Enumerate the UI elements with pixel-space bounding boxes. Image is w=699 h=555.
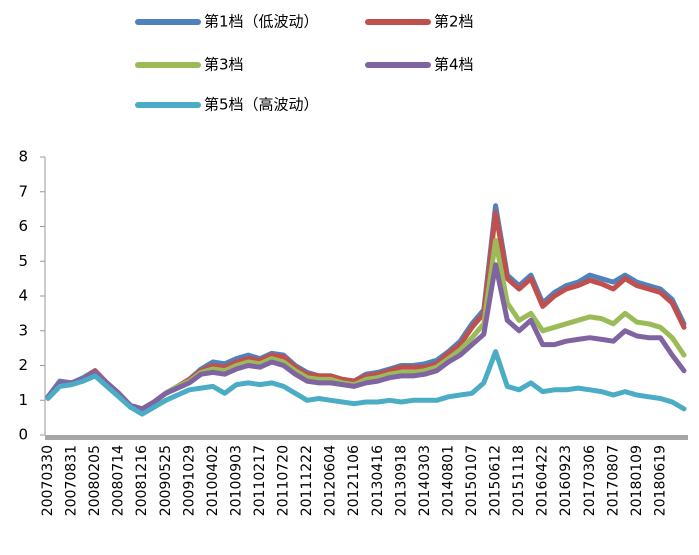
x-tick-label: 20110720 xyxy=(276,445,292,516)
x-tick-label: 20130918 xyxy=(393,445,409,516)
x-tick-label: 20100402 xyxy=(205,445,221,516)
x-tick-label: 20070330 xyxy=(40,445,56,516)
series-line xyxy=(45,349,687,417)
x-tick-label: 20170807 xyxy=(605,445,621,516)
x-tick-label: 20070831 xyxy=(64,445,80,516)
y-tick-label: 8 xyxy=(18,148,28,166)
x-tick-label: 20170306 xyxy=(582,445,598,516)
x-tick-label: 20150612 xyxy=(488,445,504,516)
x-tick-label: 20091029 xyxy=(181,445,197,516)
x-tick-label: 20151118 xyxy=(511,445,527,516)
x-tick-label: 20100903 xyxy=(228,445,244,516)
y-tick-label: 5 xyxy=(18,252,28,270)
x-tick-label: 20180109 xyxy=(629,445,645,516)
x-tick-label: 20110217 xyxy=(252,445,268,516)
x-tick-label: 20140303 xyxy=(417,445,433,516)
y-tick-label: 2 xyxy=(18,356,28,374)
x-tick-label: 20160923 xyxy=(558,445,574,516)
x-tick-label: 20130416 xyxy=(370,445,386,516)
y-tick-label: 4 xyxy=(18,287,28,305)
legend-label: 第2档 xyxy=(434,13,474,31)
legend-label: 第5档（高波动） xyxy=(204,96,319,114)
legend-label: 第3档 xyxy=(204,56,244,74)
legend-label: 第4档 xyxy=(434,56,474,74)
x-tick-label: 20121106 xyxy=(346,445,362,516)
y-tick-label: 0 xyxy=(18,426,28,444)
x-axis xyxy=(45,435,688,440)
legend-label: 第1档（低波动） xyxy=(204,13,319,31)
x-tick-label: 20140801 xyxy=(440,445,456,516)
x-tick-label: 20180619 xyxy=(652,445,668,516)
x-tick-label: 20090525 xyxy=(158,445,174,516)
x-tick-label: 20080714 xyxy=(111,445,127,516)
y-tick-label: 7 xyxy=(18,182,28,200)
x-tick-label: 20080205 xyxy=(87,445,103,516)
x-tick-label: 20160422 xyxy=(535,445,551,516)
x-tick-label: 20150107 xyxy=(464,445,480,516)
series-line xyxy=(45,262,687,412)
y-tick-label: 1 xyxy=(18,391,28,409)
x-tick-label: 20120604 xyxy=(323,445,339,516)
y-tick-label: 6 xyxy=(18,217,28,235)
x-tick-label: 20111222 xyxy=(299,445,315,516)
x-tick-label: 20081216 xyxy=(134,445,150,516)
y-tick-label: 3 xyxy=(18,321,28,339)
